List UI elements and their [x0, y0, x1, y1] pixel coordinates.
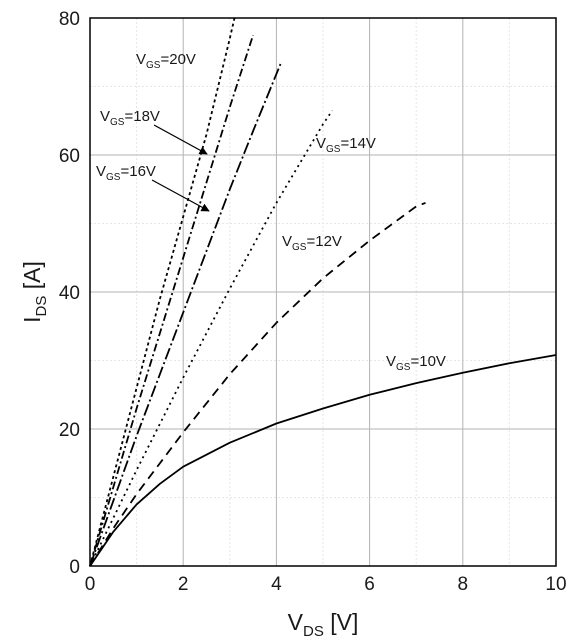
y-tick-label: 60	[59, 146, 80, 167]
x-tick-label: 4	[271, 574, 282, 595]
series-label-main: V	[136, 51, 146, 68]
y-tick-label: 20	[59, 420, 80, 441]
plot-frame	[89, 17, 557, 567]
series-label-sub: GS	[396, 362, 411, 373]
y-tick-label: 0	[69, 557, 80, 578]
series-label-20v: VGS=20V	[136, 51, 196, 71]
x-axis-title-main: V	[288, 609, 304, 635]
series-line-12v	[89, 202, 426, 567]
series-line-10v	[89, 354, 557, 567]
grid-lines	[90, 18, 556, 566]
series-label-main: V	[96, 163, 106, 180]
series-label-main: V	[100, 108, 110, 125]
series-label-value: =12V	[306, 233, 341, 250]
series-label-value: =20V	[160, 51, 195, 68]
x-tick-label: 2	[178, 574, 189, 595]
series-label-sub: GS	[292, 242, 307, 253]
series-label-10v: VGS=10V	[386, 353, 446, 373]
series-label-value: =10V	[410, 353, 445, 370]
arrow-16v	[151, 179, 210, 212]
series-labels: VGS=20VVGS=18VVGS=16VVGS=14VVGS=12VVGS=1…	[96, 51, 446, 373]
series-label-value: =18V	[124, 108, 159, 125]
x-tick-label: 6	[364, 574, 375, 595]
y-axis-title-unit: [A]	[19, 261, 45, 296]
series-label-value: =14V	[340, 135, 375, 152]
y-axis-title: IDS [A]	[19, 261, 50, 323]
series-line-20v	[89, 17, 236, 567]
y-axis-title-main: I	[19, 316, 45, 322]
series-label-sub: GS	[146, 60, 161, 71]
series-label-main: V	[316, 135, 326, 152]
series-label-18v: VGS=18V	[100, 108, 160, 128]
series-line-18v	[89, 34, 254, 567]
x-tick-label: 8	[458, 574, 469, 595]
x-axis-title-sub: DS	[303, 623, 324, 639]
series-label-value: =16V	[120, 163, 155, 180]
series-label-14v: VGS=14V	[316, 135, 376, 155]
y-tick-label: 40	[59, 283, 80, 304]
series-label-16v: VGS=16V	[96, 163, 156, 183]
y-tick-label: 80	[59, 9, 80, 30]
series-line-16v	[89, 62, 282, 567]
series-label-sub: GS	[326, 144, 341, 155]
x-axis-title: VDS [V]	[288, 609, 359, 639]
series-label-sub: GS	[106, 172, 121, 183]
series-label-main: V	[386, 353, 396, 370]
series-label-12v: VGS=12V	[282, 233, 342, 253]
y-axis-title-sub: DS	[33, 296, 50, 317]
series-label-sub: GS	[110, 117, 125, 128]
x-tick-label: 0	[85, 574, 96, 595]
x-axis-title-unit: [V]	[324, 609, 359, 635]
series-group	[89, 17, 557, 567]
x-tick-label: 10	[545, 574, 566, 595]
series-label-main: V	[282, 233, 292, 250]
arrow-18v	[153, 124, 208, 155]
